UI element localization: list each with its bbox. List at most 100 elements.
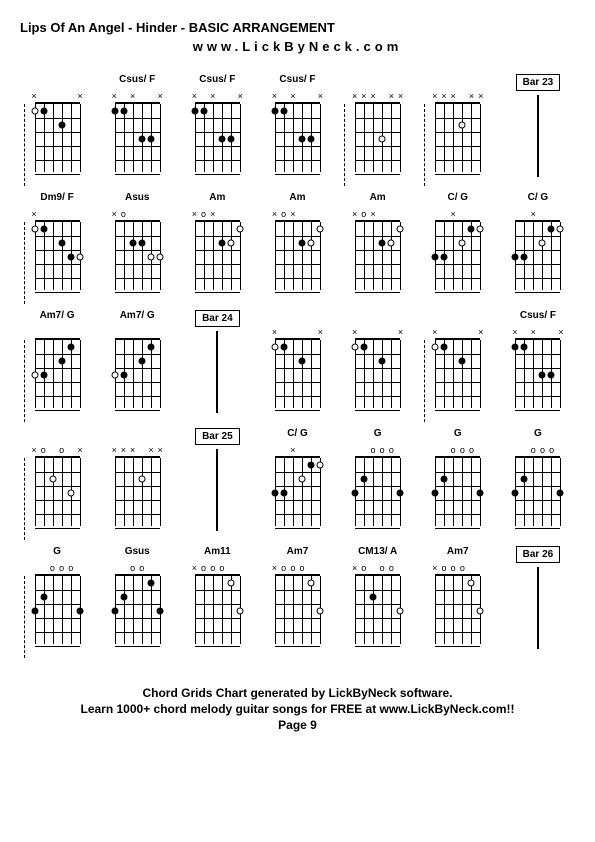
fretboard-diagram: ooo — [510, 444, 565, 529]
fretboard — [435, 102, 480, 172]
nut-row: ××× — [190, 90, 245, 102]
chord-diagram: Csus/ F××× — [180, 74, 254, 184]
nut-mark: × — [430, 328, 439, 337]
bar-label: Bar 25 — [195, 428, 240, 445]
nut-mark: o — [439, 564, 448, 573]
fretboard — [115, 456, 160, 526]
nut-mark: × — [190, 564, 199, 573]
fretboard-diagram: ×× — [270, 326, 325, 411]
finger-dot — [316, 226, 323, 233]
finger-dot — [521, 476, 528, 483]
finger-dot — [298, 476, 305, 483]
chord-label: Gsus — [125, 546, 150, 560]
nut-row: ×o× — [270, 208, 325, 220]
chord-label: Am — [209, 192, 225, 206]
chord-diagram: Am7×ooo — [421, 546, 495, 656]
nut-mark: o — [119, 210, 128, 219]
finger-dot — [512, 344, 519, 351]
measure-divider — [24, 340, 25, 422]
finger-dot — [191, 108, 198, 115]
finger-dot — [147, 254, 154, 261]
chord-diagram: CM13/ A×ooo — [341, 546, 415, 656]
nut-row: ×× — [430, 326, 485, 338]
nut-mark: × — [439, 92, 448, 101]
nut-mark: o — [57, 446, 66, 455]
nut-mark: o — [217, 564, 226, 573]
nut-mark: o — [288, 564, 297, 573]
nut-row: ×o× — [190, 208, 245, 220]
finger-dot — [352, 344, 359, 351]
finger-dot — [227, 240, 234, 247]
chord-diagram: ××××× — [421, 74, 495, 184]
bar-marker: Bar 23 — [501, 74, 575, 184]
nut-mark: o — [458, 446, 467, 455]
finger-dot — [512, 254, 519, 261]
fretboard — [35, 220, 80, 290]
nut-row: ×× — [30, 90, 85, 102]
chord-label: Am — [289, 192, 305, 206]
finger-dot — [477, 608, 484, 615]
finger-dot — [477, 226, 484, 233]
finger-dot — [557, 490, 564, 497]
finger-dot — [120, 594, 127, 601]
fretboard-diagram — [30, 326, 85, 411]
nut-mark: × — [387, 92, 396, 101]
nut-row — [30, 326, 85, 338]
finger-dot — [129, 240, 136, 247]
nut-mark: × — [476, 328, 485, 337]
finger-dot — [441, 344, 448, 351]
chord-diagram: Gooo — [20, 546, 94, 656]
chord-diagram: ×× — [421, 310, 495, 420]
fretboard — [275, 220, 320, 290]
chord-diagram: Am7/ G — [100, 310, 174, 420]
fretboard — [275, 338, 320, 408]
nut-row: ×ooo — [430, 562, 485, 574]
chord-diagram: ××××× — [100, 428, 174, 538]
nut-mark: × — [156, 92, 165, 101]
fretboard — [275, 456, 320, 526]
fretboard — [115, 102, 160, 172]
chord-label: Dm9/ F — [40, 192, 73, 206]
fretboard-diagram: ×× — [30, 90, 85, 175]
nut-mark: o — [199, 210, 208, 219]
chord-label: Am — [370, 192, 386, 206]
chord-label: G — [534, 428, 542, 442]
nut-mark: × — [288, 210, 297, 219]
fretboard-diagram: ××××× — [430, 90, 485, 175]
finger-dot — [379, 358, 386, 365]
fretboard — [355, 456, 400, 526]
chord-diagram: Gooo — [501, 428, 575, 538]
chord-label: Am7/ G — [120, 310, 155, 324]
nut-mark: × — [316, 92, 325, 101]
finger-dot — [432, 344, 439, 351]
nut-row: ooo — [30, 562, 85, 574]
nut-mark: × — [396, 328, 405, 337]
bar-line — [216, 331, 218, 413]
nut-mark: × — [208, 210, 217, 219]
chord-label: Asus — [125, 192, 149, 206]
fretboard-diagram: ×ooo — [430, 562, 485, 647]
nut-mark: o — [137, 564, 146, 573]
nut-row: × — [510, 208, 565, 220]
finger-dot — [352, 490, 359, 497]
chord-diagram: Csus/ F××× — [501, 310, 575, 420]
nut-mark: × — [128, 92, 137, 101]
nut-row: ×ooo — [350, 562, 405, 574]
chord-label: G — [53, 546, 61, 560]
nut-mark: × — [369, 92, 378, 101]
fretboard-diagram: ××××× — [350, 90, 405, 175]
nut-mark: o — [39, 446, 48, 455]
bar-line — [216, 449, 218, 531]
nut-mark: × — [529, 328, 538, 337]
finger-dot — [49, 476, 56, 483]
nut-mark: o — [199, 564, 208, 573]
finger-dot — [31, 108, 38, 115]
nut-mark: × — [110, 92, 119, 101]
finger-dot — [111, 372, 118, 379]
fretboard-diagram: ×o× — [190, 208, 245, 293]
finger-dot — [459, 122, 466, 129]
finger-dot — [298, 358, 305, 365]
fretboard-diagram: × — [270, 444, 325, 529]
finger-dot — [521, 254, 528, 261]
fretboard — [195, 102, 240, 172]
